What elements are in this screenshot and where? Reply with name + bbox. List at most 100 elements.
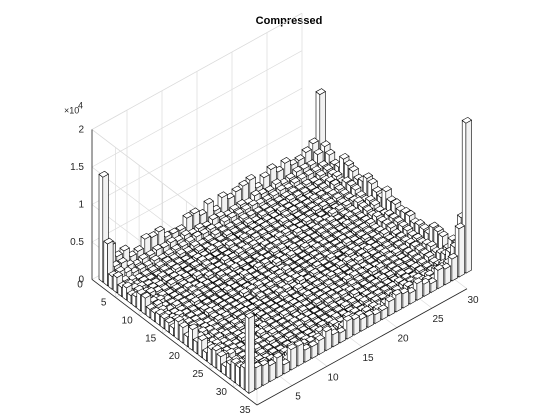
bar-top bbox=[152, 244, 163, 251]
bar-face bbox=[136, 291, 141, 312]
bar-top bbox=[271, 257, 283, 264]
bar-top bbox=[257, 209, 268, 217]
bar-top bbox=[268, 189, 280, 197]
bar-top bbox=[353, 238, 365, 245]
bar-face bbox=[141, 294, 146, 316]
bar bbox=[325, 252, 337, 263]
bar-top bbox=[280, 157, 291, 164]
bar bbox=[206, 244, 217, 255]
bar-top bbox=[391, 247, 402, 255]
bar-top bbox=[227, 234, 238, 241]
bar-top bbox=[303, 169, 315, 176]
bar-top bbox=[379, 228, 390, 235]
bar-top bbox=[295, 258, 306, 265]
x-tick-label: 20 bbox=[169, 351, 181, 362]
bar-top bbox=[301, 198, 313, 205]
bar-top bbox=[283, 202, 294, 209]
bar-top bbox=[367, 248, 379, 256]
bar-top bbox=[226, 211, 238, 219]
bar-top bbox=[259, 239, 271, 247]
bar-top bbox=[363, 243, 374, 251]
bar-top bbox=[313, 197, 324, 205]
bar-top bbox=[185, 257, 196, 265]
bar-top bbox=[180, 229, 191, 237]
bar-top bbox=[302, 235, 313, 242]
bar-top bbox=[438, 230, 449, 238]
bar-top bbox=[297, 232, 308, 239]
bar-top bbox=[264, 185, 275, 192]
bar-top bbox=[262, 232, 273, 240]
bar-top bbox=[296, 172, 308, 180]
bar-top bbox=[325, 235, 336, 243]
bar-top bbox=[189, 207, 200, 215]
bar-top bbox=[145, 249, 156, 257]
bar-top bbox=[222, 249, 233, 256]
bar-top bbox=[334, 204, 346, 211]
bar-top bbox=[304, 246, 315, 254]
bar-top bbox=[409, 240, 421, 248]
bar-top bbox=[154, 260, 166, 268]
bar-top bbox=[322, 164, 334, 171]
bar-top bbox=[292, 165, 303, 173]
bar-top bbox=[247, 199, 259, 207]
bar-face bbox=[262, 361, 269, 387]
bar-top bbox=[365, 238, 376, 246]
bar-top bbox=[271, 178, 282, 186]
bar-top bbox=[294, 154, 305, 161]
x-tick-label: 10 bbox=[122, 315, 134, 326]
bar-top bbox=[289, 177, 301, 184]
bar-top bbox=[236, 259, 248, 267]
bar-top bbox=[362, 172, 374, 179]
bar bbox=[391, 247, 402, 258]
bar-top bbox=[133, 245, 144, 252]
bar-top bbox=[189, 240, 201, 247]
bar-top bbox=[327, 188, 338, 196]
bar-top bbox=[341, 199, 353, 207]
bar bbox=[217, 246, 229, 254]
bar-top bbox=[297, 251, 308, 258]
z-tick-label: 1 bbox=[78, 200, 84, 211]
bar-top bbox=[390, 198, 402, 205]
bar-top bbox=[241, 243, 252, 251]
bar-top bbox=[332, 192, 343, 200]
bar-top bbox=[350, 183, 362, 191]
bar-top bbox=[184, 235, 196, 243]
bar-top bbox=[278, 254, 290, 261]
bar bbox=[166, 260, 177, 271]
bar-top bbox=[175, 224, 186, 231]
bar-top bbox=[372, 252, 383, 259]
bar-top bbox=[259, 171, 270, 179]
bar-top bbox=[269, 246, 280, 254]
bar-top bbox=[262, 214, 273, 222]
bar-top bbox=[260, 257, 271, 265]
bar-top bbox=[273, 231, 285, 239]
bar-top bbox=[240, 203, 252, 211]
bar-top bbox=[334, 224, 346, 232]
bar-top bbox=[236, 222, 247, 230]
bar-top bbox=[320, 231, 332, 239]
bar-top bbox=[327, 245, 339, 253]
bar-top bbox=[360, 215, 371, 222]
bar-top bbox=[224, 239, 236, 247]
bar bbox=[210, 250, 222, 258]
bar-top bbox=[180, 254, 191, 262]
bar-top bbox=[285, 193, 296, 201]
bar-top bbox=[386, 195, 397, 203]
bar-face bbox=[465, 119, 472, 274]
bar-top bbox=[170, 244, 182, 251]
bar-top bbox=[346, 223, 357, 230]
bar-top bbox=[215, 210, 226, 218]
bar-top bbox=[325, 197, 336, 205]
bar-top bbox=[182, 212, 193, 219]
bar-top bbox=[264, 225, 275, 233]
bar-face bbox=[451, 255, 458, 282]
bar-top bbox=[325, 252, 337, 260]
bar-top bbox=[395, 231, 407, 239]
z-tick-label: 0.5 bbox=[70, 237, 84, 248]
bar-top bbox=[280, 191, 292, 198]
bar-top bbox=[273, 195, 285, 203]
y-tick-label: 15 bbox=[362, 353, 374, 364]
bar-top bbox=[213, 240, 224, 248]
bar-top bbox=[315, 210, 327, 218]
bar-top bbox=[405, 210, 416, 217]
